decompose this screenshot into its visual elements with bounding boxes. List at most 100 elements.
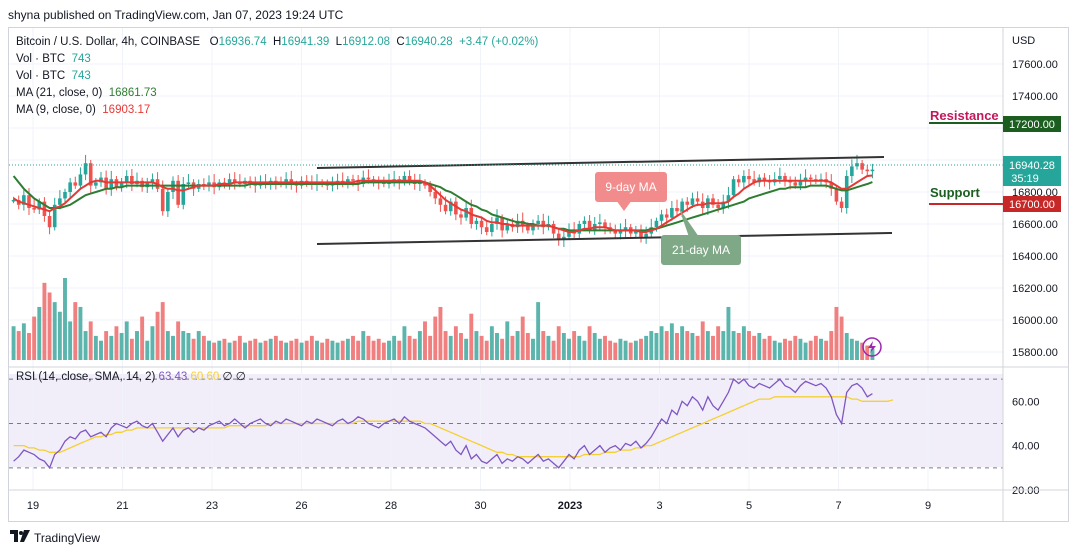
candle-body: [654, 220, 659, 228]
volume-bar: [335, 342, 340, 360]
volume-bar: [592, 332, 597, 360]
volume-bar: [68, 321, 73, 360]
time-tick-label: 3: [656, 500, 662, 512]
volume-bar: [145, 340, 150, 360]
candle-body: [94, 182, 98, 186]
candle-body: [166, 192, 170, 212]
volume-bar: [659, 326, 664, 360]
open-value: 16936.74: [218, 36, 267, 48]
candle-body: [232, 179, 237, 183]
candle-body: [839, 201, 844, 208]
candle-body: [124, 176, 129, 183]
candle-body: [130, 176, 134, 184]
volume-bar: [21, 323, 26, 360]
candle-body: [78, 174, 83, 186]
volume-bar: [556, 326, 561, 360]
candle-body: [150, 179, 155, 183]
volume-bar: [777, 342, 782, 360]
candle-body: [73, 182, 78, 186]
resistance-value: 17200.00: [1009, 119, 1055, 131]
volume-bar: [844, 332, 849, 360]
vol-legend-1[interactable]: Vol · BTC 743: [16, 53, 91, 65]
rsi-line: [13, 378, 873, 470]
volume-bar: [232, 340, 237, 360]
volume-bar: [88, 321, 93, 360]
time-tick-label: 9: [925, 500, 931, 512]
volume-bar: [644, 335, 649, 360]
candle-body: [634, 230, 638, 234]
volume-bar: [505, 321, 510, 360]
time-tick-label: 2023: [558, 500, 582, 512]
candle-body: [870, 169, 875, 172]
vol-value: 743: [71, 70, 91, 82]
price-tick-label: 16600.00: [1012, 219, 1058, 231]
symbol-legend[interactable]: Bitcoin / U.S. Dollar, 4h, COINBASE O169…: [16, 36, 538, 48]
rsi-legend[interactable]: RSI (14, close, SMA, 14, 2) 63.43 60.60 …: [16, 369, 246, 383]
volume-bar: [551, 340, 556, 360]
volume-bar: [669, 323, 674, 360]
candle-body: [716, 204, 720, 208]
volume-bar: [865, 345, 870, 360]
volume-bar: [263, 340, 268, 360]
candle-body: [88, 163, 93, 186]
volume-bar: [407, 335, 412, 360]
volume-bar: [253, 338, 258, 360]
time-tick-label: 5: [746, 500, 752, 512]
volume-bar: [201, 335, 206, 360]
trend-lines: [316, 156, 893, 245]
candle-body: [63, 192, 67, 199]
candle-body: [448, 201, 453, 212]
volume-bar: [741, 326, 746, 360]
candle-body: [160, 188, 165, 212]
vol-legend-2[interactable]: Vol · BTC 743: [16, 70, 91, 82]
open-label: O: [209, 36, 219, 48]
volume-bar: [628, 342, 633, 360]
candle-body: [551, 224, 556, 234]
candle-body: [52, 204, 57, 228]
candle-body: [803, 177, 808, 181]
volume-bar: [104, 331, 109, 360]
alert-icon[interactable]: [862, 337, 882, 357]
footer-brand: TradingView: [34, 530, 101, 545]
candle-body: [474, 220, 479, 224]
volume-bar: [381, 342, 386, 360]
volume-bar: [325, 338, 330, 360]
candle-body: [58, 198, 62, 205]
ma9-legend[interactable]: MA (9, close, 0) 16903.17: [16, 104, 150, 116]
candle-body: [556, 233, 561, 240]
rsi-pane: [13, 378, 894, 470]
close-label: C: [396, 36, 405, 48]
candle-body: [721, 201, 726, 208]
footer[interactable]: TradingView: [10, 530, 100, 545]
volume-bar: [500, 338, 505, 360]
volume-bar: [330, 340, 335, 360]
candle-body: [808, 177, 813, 180]
low-label: L: [335, 36, 343, 48]
volume-bar: [803, 342, 808, 360]
candle-body: [356, 180, 360, 184]
rsi-extra-2: ∅: [235, 371, 246, 383]
volume-bar: [99, 340, 103, 360]
volume-bar: [114, 326, 119, 360]
volume-bar: [813, 335, 818, 360]
publisher-line: shyna published on TradingView.com, Jan …: [8, 8, 344, 22]
candle-body: [685, 201, 690, 205]
volume-bar: [752, 335, 757, 360]
change-value: +3.47 (+0.02%): [459, 36, 539, 48]
volume-bar: [860, 342, 865, 360]
ma9-value: 16903.17: [102, 104, 151, 116]
chart-canvas[interactable]: 17600.0017400.0017200.0017000.0016800.00…: [9, 28, 1069, 521]
rsi-tick-label: 60.00: [1012, 396, 1040, 408]
volume-bar: [150, 326, 155, 360]
volume-bar: [484, 340, 489, 360]
time-tick-label: 28: [385, 500, 397, 512]
volume-bar: [135, 331, 139, 360]
volume-bar: [654, 332, 659, 360]
ma21-legend[interactable]: MA (21, close, 0) 16861.73: [16, 87, 157, 99]
volume-bar: [495, 332, 499, 360]
volume-bar: [633, 340, 638, 360]
candle-body: [670, 208, 674, 218]
price-tick-label: 16400.00: [1012, 251, 1058, 263]
candle-body: [490, 224, 494, 232]
volume-bar: [237, 335, 242, 360]
